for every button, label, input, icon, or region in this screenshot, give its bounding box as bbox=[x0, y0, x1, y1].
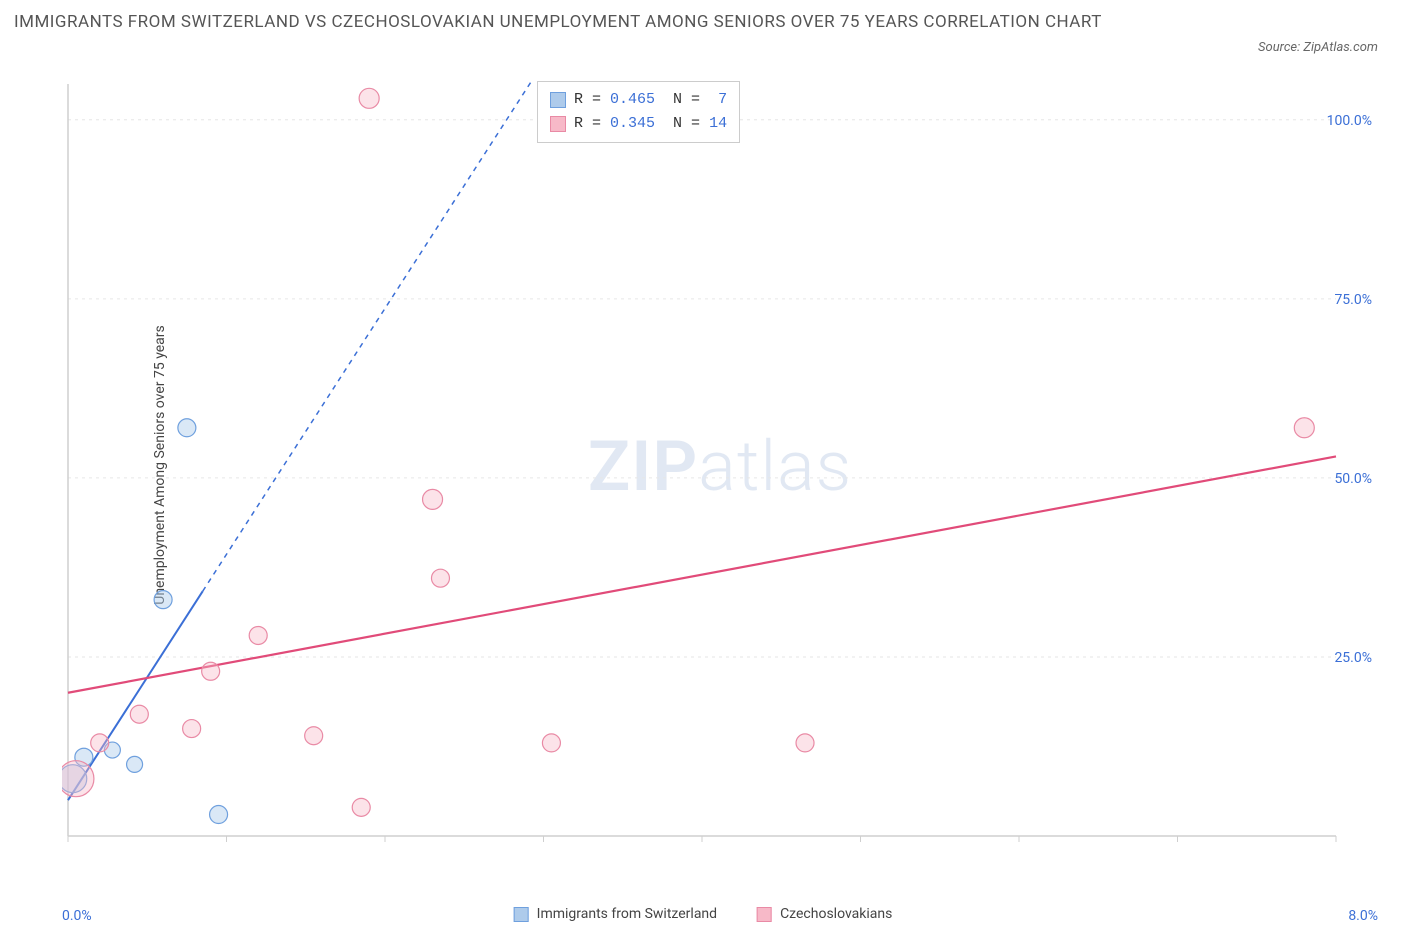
source-attribution: Source: ZipAtlas.com bbox=[1258, 40, 1378, 55]
chart-title: IMMIGRANTS FROM SWITZERLAND VS CZECHOSLO… bbox=[14, 10, 1114, 36]
legend-swatch bbox=[514, 907, 529, 922]
svg-text:50.0%: 50.0% bbox=[1334, 471, 1372, 487]
bottom-legend: Immigrants from Switzerland Czechoslovaki… bbox=[514, 906, 893, 922]
series-swatch bbox=[550, 116, 566, 132]
chart-area: ZIPatlas 25.0%50.0%75.0%100.0% bbox=[62, 80, 1378, 870]
x-axis-min-label: 0.0% bbox=[62, 908, 92, 924]
legend-label: Immigrants from Switzerland bbox=[537, 906, 717, 922]
legend-label: Czechoslovakians bbox=[780, 906, 892, 922]
stats-row: R = 0.345 N = 14 bbox=[550, 112, 727, 136]
legend-swatch bbox=[757, 907, 772, 922]
stats-row: R = 0.465 N = 7 bbox=[550, 88, 727, 112]
scatter-plot: 25.0% 50.0% 75.0% 100.0% bbox=[62, 80, 1378, 870]
legend-item: Czechoslovakians bbox=[757, 906, 892, 922]
series-swatch bbox=[550, 92, 566, 108]
x-axis-max-label: 8.0% bbox=[1348, 908, 1378, 924]
svg-text:25.0%: 25.0% bbox=[1334, 650, 1372, 666]
legend-item: Immigrants from Switzerland bbox=[514, 906, 717, 922]
correlation-stats-box: R = 0.465 N = 7R = 0.345 N = 14 bbox=[537, 81, 740, 143]
svg-text:75.0%: 75.0% bbox=[1334, 292, 1372, 308]
svg-text:100.0%: 100.0% bbox=[1327, 113, 1372, 129]
